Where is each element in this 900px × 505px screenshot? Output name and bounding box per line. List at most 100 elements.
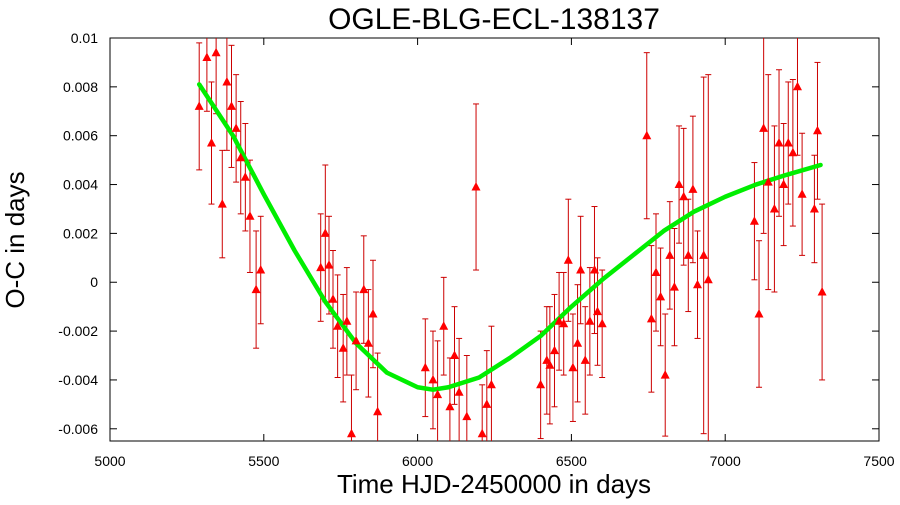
data-point (580, 355, 590, 364)
data-point (477, 428, 487, 438)
data-point (679, 191, 689, 201)
data-point (769, 204, 779, 213)
data-point (222, 77, 232, 86)
data-point (338, 343, 348, 352)
data-point (793, 81, 802, 91)
data-point (699, 250, 709, 259)
y-tick-label: 0.01 (71, 30, 98, 46)
x-tick-label: 5000 (94, 453, 125, 469)
data-point (665, 250, 675, 259)
data-point (568, 362, 578, 372)
data-point (573, 338, 583, 347)
data-point (774, 138, 784, 147)
data-point (749, 216, 759, 225)
data-point (217, 199, 227, 208)
data-point (256, 265, 266, 274)
y-tick-label: 0.002 (63, 225, 98, 241)
data-point (646, 313, 656, 323)
data-point (316, 262, 326, 272)
data-point (486, 379, 496, 389)
data-point (240, 172, 250, 181)
plot-area: 5000 5500 6000 6500 7000 7500 -0.006 -0.004 -0.0… (58, 30, 894, 469)
y-tick-label: -0.002 (58, 323, 98, 339)
data-point (554, 316, 564, 325)
data-point (545, 360, 555, 369)
data-point (590, 265, 599, 274)
data-point (462, 411, 472, 421)
y-tick-label: 0.008 (63, 79, 98, 95)
data-point (454, 387, 464, 396)
data-point (251, 284, 261, 294)
data-point (351, 335, 361, 345)
data-point (651, 267, 661, 276)
data-point (236, 152, 246, 162)
data-point (817, 287, 827, 296)
data-point (359, 284, 369, 294)
data-point (559, 318, 569, 328)
data-point (703, 274, 713, 284)
data-point (433, 389, 443, 399)
data-point (550, 345, 559, 355)
y-tick-label: -0.004 (58, 372, 98, 388)
data-point (759, 123, 769, 132)
data-point (347, 428, 356, 438)
y-axis-label: O-C in days (0, 171, 30, 308)
x-tick-label: 5500 (248, 453, 279, 469)
data-point (542, 355, 552, 364)
data-point (342, 316, 352, 325)
data-point (445, 401, 455, 411)
data-point (320, 228, 330, 237)
data-point (809, 204, 819, 213)
data-point (660, 370, 670, 379)
plot-content (194, 38, 827, 441)
data-point (585, 316, 595, 325)
data-point (450, 350, 459, 359)
data-point (669, 282, 679, 291)
data-point (754, 309, 764, 318)
data-point (373, 406, 383, 416)
data-point (471, 182, 481, 191)
data-point (674, 179, 684, 188)
data-point (688, 184, 698, 193)
plot-frame (109, 37, 880, 442)
data-point (231, 123, 241, 132)
y-tick-label: 0 (90, 274, 98, 290)
data-point (420, 362, 430, 372)
chart-title: OGLE-BLG-ECL-138137 (328, 3, 660, 36)
data-point (194, 101, 204, 110)
data-point (207, 138, 216, 147)
data-point (324, 260, 334, 269)
data-point (227, 101, 236, 110)
data-point (202, 52, 212, 61)
data-point (368, 309, 378, 318)
data-point (536, 379, 546, 389)
data-point (779, 179, 789, 188)
data-point (576, 265, 586, 274)
y-tick-label: -0.006 (58, 421, 98, 437)
data-point (563, 255, 573, 264)
y-tick-label: 0.006 (63, 128, 98, 144)
data-point (593, 306, 602, 316)
data-point (763, 177, 773, 186)
data-point (693, 279, 702, 289)
data-point (328, 294, 338, 303)
x-tick-label: 7500 (863, 453, 894, 469)
data-point (797, 189, 807, 198)
fit-curve (196, 82, 823, 392)
x-tick-label: 6500 (556, 453, 587, 469)
data-point (642, 130, 652, 140)
data-point (363, 338, 373, 347)
data-point (783, 138, 793, 147)
x-axis-label: Time HJD-2450000 in days (337, 469, 651, 499)
x-tick-label: 6000 (402, 453, 433, 469)
data-point (788, 147, 798, 157)
data-point (656, 291, 666, 301)
data-point (333, 321, 343, 330)
data-point (597, 318, 607, 328)
data-point (211, 47, 221, 57)
data-point (245, 211, 255, 220)
y-tick-label: 0.004 (63, 177, 98, 193)
data-point (482, 399, 492, 408)
